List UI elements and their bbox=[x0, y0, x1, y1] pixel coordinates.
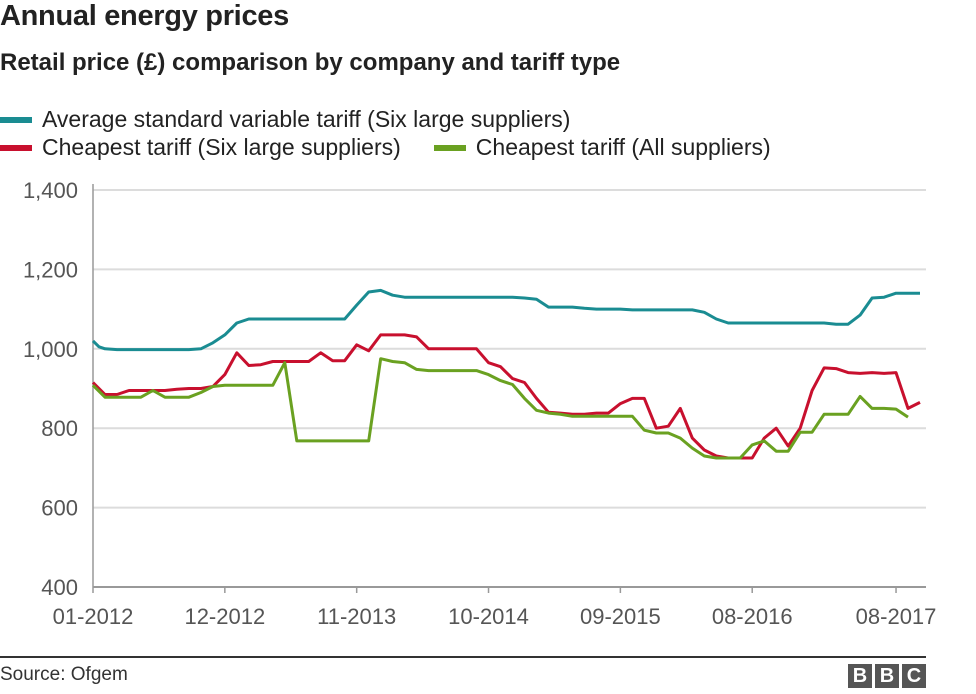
bbc-logo-letter: B bbox=[848, 664, 872, 688]
legend-item-cheapest-six: Cheapest tariff (Six large suppliers) bbox=[0, 134, 401, 161]
source-note: Source: Ofgem bbox=[0, 664, 128, 685]
x-tick-label: 09-2015 bbox=[580, 604, 661, 629]
x-tick-label: 08-2016 bbox=[712, 604, 793, 629]
line-chart: 400 600 800 1,000 1,200 1,400 01-2012 12-2012 11… bbox=[23, 178, 937, 629]
x-tick-label: 12-2012 bbox=[184, 604, 265, 629]
chart-title: Annual energy prices bbox=[0, 0, 289, 32]
series-line-cheapest-six bbox=[91, 333, 921, 460]
series-line-cheapest-all bbox=[91, 357, 909, 460]
x-tick-label: 08-2017 bbox=[856, 604, 937, 629]
x-tick-label: 11-2013 bbox=[317, 604, 396, 629]
legend-item-standard-variable: Average standard variable tariff (Six la… bbox=[0, 106, 570, 133]
y-tick-label: 1,000 bbox=[23, 337, 78, 362]
y-tick-label: 1,400 bbox=[23, 178, 78, 203]
y-tick-label: 1,200 bbox=[23, 257, 78, 282]
chart-subtitle: Retail price (£) comparison by company a… bbox=[0, 49, 621, 76]
x-tick-label: 10-2014 bbox=[448, 604, 529, 629]
legend-row-1: Average standard variable tariff (Six la… bbox=[0, 106, 570, 133]
legend-row-2: Cheapest tariff (Six large suppliers) Ch… bbox=[0, 134, 771, 161]
x-tick-label: 01-2012 bbox=[53, 604, 134, 629]
footer-divider bbox=[0, 656, 926, 658]
y-tick-label: 600 bbox=[41, 496, 78, 521]
legend-swatch-standard-variable bbox=[0, 116, 32, 123]
legend-swatch-cheapest-six bbox=[0, 144, 32, 151]
bbc-logo-letter: B bbox=[875, 664, 899, 688]
series-line-standard-variable bbox=[91, 288, 920, 352]
y-tick-label: 800 bbox=[41, 416, 78, 441]
legend-label-cheapest-six: Cheapest tariff (Six large suppliers) bbox=[42, 134, 401, 160]
y-tick-label: 400 bbox=[41, 575, 78, 600]
legend-label-cheapest-all: Cheapest tariff (All suppliers) bbox=[475, 134, 771, 160]
legend-swatch-cheapest-all bbox=[433, 144, 466, 151]
legend-item-cheapest-all: Cheapest tariff (All suppliers) bbox=[433, 134, 771, 161]
legend-label-standard-variable: Average standard variable tariff (Six la… bbox=[42, 106, 571, 132]
bbc-logo: B B C bbox=[848, 664, 926, 688]
bbc-logo-letter: C bbox=[902, 664, 926, 688]
